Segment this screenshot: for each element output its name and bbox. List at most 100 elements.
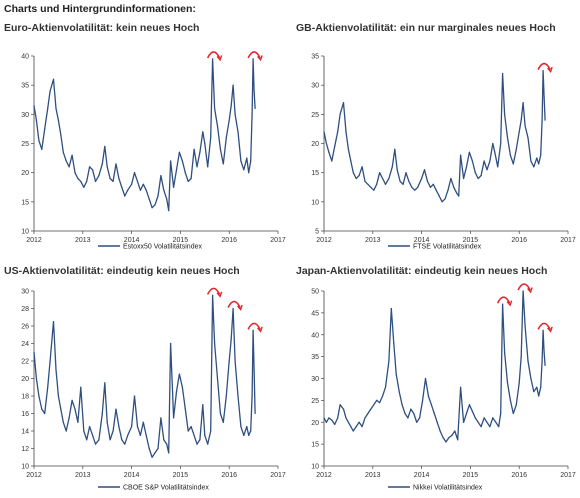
data-point [52, 78, 55, 80]
data-point [520, 356, 522, 358]
peak-arrowhead [547, 66, 553, 73]
data-point [421, 177, 423, 180]
data-point [219, 148, 222, 150]
data-point [429, 186, 431, 188]
data-point [163, 439, 165, 441]
data-point [509, 154, 512, 156]
data-point [527, 360, 529, 362]
data-point [106, 166, 108, 168]
y-tick-label: 10 [21, 229, 29, 236]
chart-panel-japan: Japan-Aktienvolatilität: eindeutig kein … [290, 258, 580, 498]
data-point [181, 160, 183, 162]
data-point [112, 180, 114, 183]
data-point [35, 377, 38, 380]
data-point [379, 172, 381, 174]
data-point [104, 382, 106, 384]
data-point [246, 426, 248, 428]
data-point [151, 456, 153, 458]
data-point [542, 69, 544, 72]
data-point [427, 395, 430, 397]
data-point [396, 169, 398, 171]
data-point [474, 417, 476, 419]
data-point [65, 160, 67, 162]
data-point [492, 417, 494, 419]
data-point [520, 119, 522, 121]
data-point [414, 189, 416, 191]
data-point [163, 189, 165, 191]
data-point [168, 209, 170, 212]
data-point [448, 436, 450, 439]
data-point [148, 447, 150, 450]
data-point [401, 404, 403, 406]
data-point [364, 417, 366, 419]
data-point [388, 360, 390, 362]
data-point [118, 426, 120, 428]
series-line [33, 58, 256, 212]
series-line [323, 69, 546, 203]
data-point [190, 426, 192, 428]
data-point [453, 186, 455, 188]
data-point [142, 421, 144, 423]
data-point [398, 391, 400, 393]
peak-arc [537, 322, 551, 330]
data-point [543, 96, 545, 98]
data-point [204, 142, 206, 145]
data-point [471, 410, 473, 412]
data-point [204, 434, 206, 436]
data-point [367, 183, 369, 185]
y-tick-label: 18 [21, 394, 29, 401]
data-point [361, 426, 363, 428]
legend-label: FTSE Volatilitätsindex [413, 244, 482, 251]
x-tick-label: 2012 [316, 237, 332, 244]
data-point [232, 84, 234, 86]
data-point [121, 186, 123, 188]
data-point [178, 151, 181, 153]
data-point [370, 408, 372, 410]
data-point [142, 183, 144, 185]
data-point [328, 151, 330, 153]
data-point [460, 386, 462, 388]
data-point [252, 58, 254, 60]
data-point [364, 180, 366, 183]
data-point [373, 189, 375, 191]
data-point [112, 430, 114, 432]
data-point [172, 186, 175, 188]
chart-title: Euro-Aktienvolatilität: kein neues Hoch [4, 22, 200, 34]
data-point [454, 430, 456, 432]
data-point [524, 325, 526, 327]
y-tick-label: 40 [21, 54, 29, 61]
peak-arrowhead [527, 287, 533, 294]
peak-arc [206, 51, 221, 59]
data-point [361, 166, 363, 168]
chart-title: GB-Aktienvolatilität: ein nur marginales… [296, 22, 556, 34]
data-point [127, 434, 129, 436]
data-point [502, 72, 504, 75]
page-title: Charts und Hintergrundinformationen: [4, 3, 196, 15]
data-point [251, 113, 253, 115]
y-tick-label: 25 [311, 112, 319, 119]
data-point [254, 412, 256, 415]
data-point [80, 386, 82, 388]
data-point [436, 421, 438, 423]
data-point [458, 195, 460, 197]
x-tick-label: 2014 [124, 237, 140, 244]
data-point [240, 160, 242, 162]
data-point [252, 329, 254, 331]
data-point [157, 447, 159, 450]
data-point [230, 104, 232, 107]
data-point [33, 351, 35, 353]
data-point [91, 434, 94, 436]
data-point [518, 131, 520, 133]
data-point [404, 412, 406, 415]
peak-arrowhead [506, 300, 513, 307]
data-point [483, 160, 485, 162]
data-point [121, 439, 123, 441]
y-tick-label: 26 [21, 324, 29, 331]
data-point [193, 148, 195, 150]
data-point [115, 163, 117, 165]
chart-title: Japan-Aktienvolatilität: eindeutig kein … [296, 265, 548, 277]
data-point [358, 421, 360, 423]
data-point [408, 180, 410, 183]
data-point [154, 204, 156, 206]
data-point [89, 426, 91, 428]
